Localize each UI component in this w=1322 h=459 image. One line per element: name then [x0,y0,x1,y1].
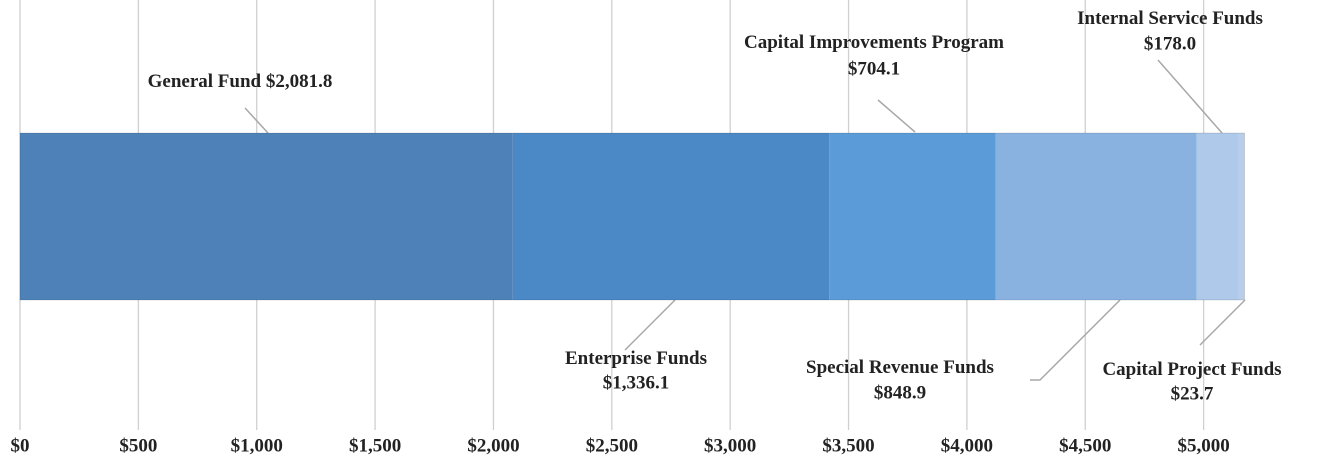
data-label: General Fund $2,081.8 [148,71,333,92]
leader-line [1199,299,1246,346]
label-name: General Fund [148,71,262,92]
label-name: Capital Improvements Program [744,32,1004,53]
bar-segment [1238,133,1245,300]
data-label: $1,336.1 [603,372,670,393]
leader-line [1157,59,1223,134]
data-label: Capital Project Funds [1102,359,1281,380]
x-tick-label: $3,000 [704,435,756,456]
data-label: Internal Service Funds [1077,8,1263,29]
x-tick-label: $1,500 [349,435,401,456]
label-name: Internal Service Funds [1077,8,1263,29]
x-tick-label: $5,000 [1178,435,1230,456]
x-tick-label: $1,000 [231,435,283,456]
data-label: $23.7 [1171,383,1214,404]
label-name: Enterprise Funds [565,348,707,369]
x-tick-label: $2,500 [586,435,638,456]
leader-line [624,299,676,351]
label-name: Capital Project Funds [1102,359,1281,380]
data-label: $848.9 [874,382,926,403]
x-tick-label: $4,500 [1059,435,1111,456]
label-value: $2,081.8 [266,71,333,92]
leader-line [877,99,916,133]
x-tick-label: $4,000 [941,435,993,456]
data-label: Enterprise Funds [565,348,707,369]
data-label: Capital Improvements Program [744,32,1004,53]
label-name: Special Revenue Funds [806,357,994,378]
data-label: Special Revenue Funds [806,357,994,378]
bar-segment [512,133,830,300]
leader-line [1030,299,1121,381]
x-tick-label: $0 [11,435,30,456]
x-tick-label: $3,500 [822,435,874,456]
bar-segment [829,133,996,300]
leader-line [244,107,269,134]
bar-segment [1196,133,1239,300]
bar-segment [20,133,513,300]
data-label: $178.0 [1144,33,1196,54]
bar-outline [19,132,1245,301]
data-label: $704.1 [848,58,900,79]
bar-segment [995,133,1197,300]
x-tick-label: $2,000 [467,435,519,456]
x-tick-label: $500 [119,435,157,456]
